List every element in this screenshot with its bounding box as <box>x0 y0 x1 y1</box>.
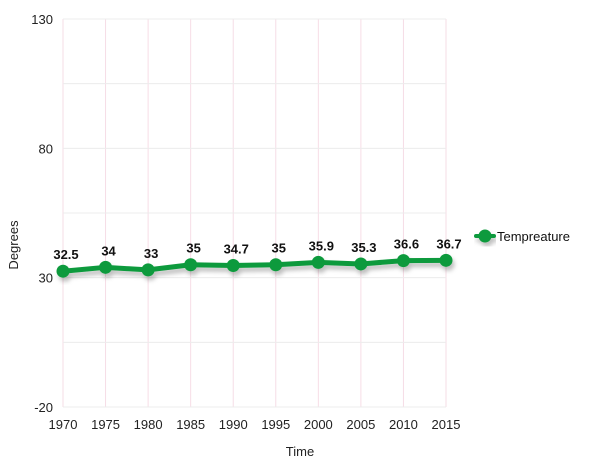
x-tick-label: 1985 <box>176 417 205 432</box>
y-axis: 130 80 30 -20 <box>31 12 53 415</box>
data-point[interactable] <box>99 260 113 274</box>
x-tick-label: 2000 <box>304 417 333 432</box>
legend-marker-icon <box>478 229 492 243</box>
data-point[interactable] <box>184 258 198 272</box>
data-point[interactable] <box>226 259 240 273</box>
legend-label: Tempreature <box>497 229 570 244</box>
x-tick-label: 2005 <box>346 417 375 432</box>
data-label: 35.9 <box>309 238 334 253</box>
y-tick-label: -20 <box>34 400 53 415</box>
data-label: 36.7 <box>436 236 461 251</box>
legend[interactable]: Tempreature <box>474 229 570 244</box>
data-label: 34 <box>101 243 116 258</box>
y-tick-label: 30 <box>39 271 53 286</box>
data-point[interactable] <box>269 258 283 272</box>
data-label: 34.7 <box>224 242 249 257</box>
data-point[interactable] <box>141 263 155 277</box>
data-point[interactable] <box>56 264 70 278</box>
x-tick-label: 1995 <box>261 417 290 432</box>
data-label: 35.3 <box>351 240 376 255</box>
data-labels: 32.5 34 33 35 34.7 35 35.9 35.3 36.6 36.7 <box>53 236 461 262</box>
data-point[interactable] <box>396 254 410 268</box>
series-layer <box>56 253 453 278</box>
x-tick-label: 2015 <box>432 417 461 432</box>
data-label: 35 <box>272 241 286 256</box>
data-point[interactable] <box>354 257 368 271</box>
series-group <box>56 253 453 278</box>
series-line <box>60 257 449 274</box>
data-point[interactable] <box>311 255 325 269</box>
x-tick-label: 1975 <box>91 417 120 432</box>
data-label: 36.6 <box>394 237 419 252</box>
x-axis: 1970 1975 1980 1985 1990 1995 2000 2005 2010 2015 <box>49 417 461 432</box>
y-tick-label: 80 <box>39 141 53 156</box>
x-axis-title: Time <box>286 444 314 459</box>
x-tick-label: 1990 <box>219 417 248 432</box>
y-tick-label: 130 <box>31 12 53 27</box>
x-tick-label: 2010 <box>389 417 418 432</box>
x-tick-label: 1970 <box>49 417 78 432</box>
data-label: 33 <box>144 246 158 261</box>
data-label: 35 <box>186 241 200 256</box>
data-point[interactable] <box>439 253 453 267</box>
grid-lines <box>62 18 447 408</box>
y-axis-title: Degrees <box>6 220 21 270</box>
x-tick-label: 1980 <box>134 417 163 432</box>
data-label: 32.5 <box>53 247 78 262</box>
